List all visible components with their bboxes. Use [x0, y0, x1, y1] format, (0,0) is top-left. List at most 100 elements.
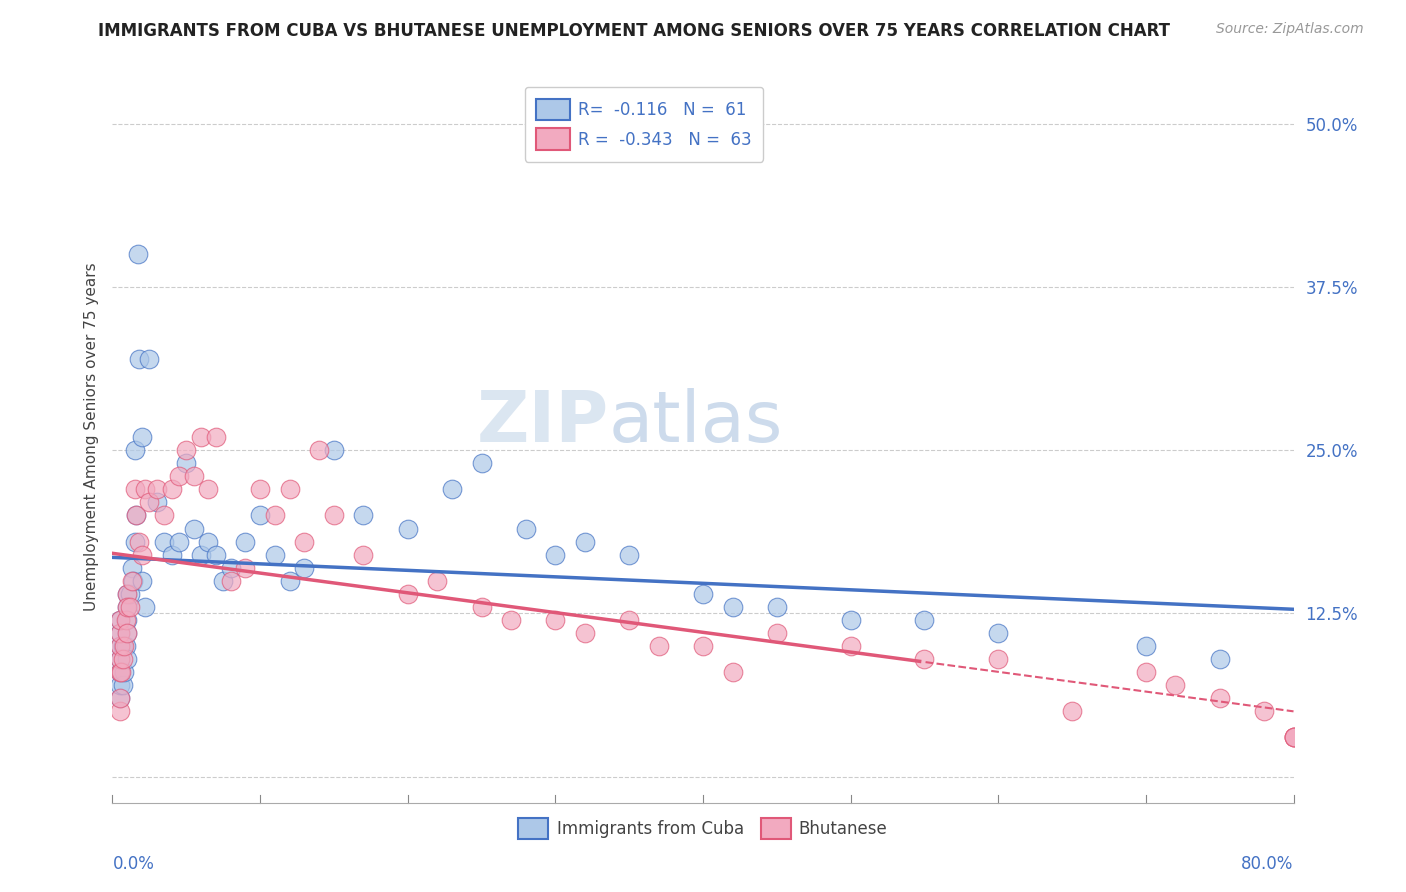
Text: 0.0%: 0.0% — [112, 855, 155, 873]
Point — [108, 665, 131, 680]
Legend: Immigrants from Cuba, Bhutanese: Immigrants from Cuba, Bhutanese — [512, 811, 894, 846]
Point — [190, 430, 212, 444]
Point — [914, 652, 936, 666]
Point — [249, 483, 271, 497]
Point — [134, 599, 156, 614]
Point — [352, 548, 374, 562]
Point — [167, 534, 190, 549]
Text: IMMIGRANTS FROM CUBA VS BHUTANESE UNEMPLOYMENT AMONG SENIORS OVER 75 YEARS CORRE: IMMIGRANTS FROM CUBA VS BHUTANESE UNEMPL… — [98, 22, 1170, 40]
Point — [219, 560, 242, 574]
Point — [125, 508, 148, 523]
Point — [1282, 731, 1305, 745]
Point — [125, 508, 148, 523]
Point — [108, 613, 131, 627]
Point — [108, 639, 131, 653]
Point — [766, 599, 789, 614]
Point — [111, 678, 134, 692]
Point — [574, 626, 596, 640]
Point — [117, 599, 138, 614]
Point — [470, 456, 494, 470]
Point — [692, 639, 714, 653]
Y-axis label: Unemployment Among Seniors over 75 years: Unemployment Among Seniors over 75 years — [83, 263, 98, 611]
Point — [183, 521, 205, 535]
Point — [249, 508, 271, 523]
Point — [205, 548, 228, 562]
Point — [110, 665, 132, 680]
Point — [117, 613, 138, 627]
Point — [127, 247, 149, 261]
Point — [117, 599, 138, 614]
Point — [292, 560, 315, 574]
Point — [108, 665, 131, 680]
Point — [197, 483, 219, 497]
Point — [183, 469, 205, 483]
Point — [721, 665, 744, 680]
Point — [111, 652, 134, 666]
Point — [160, 548, 183, 562]
Point — [160, 483, 183, 497]
Point — [108, 613, 131, 627]
Point — [839, 613, 862, 627]
Point — [131, 574, 153, 588]
Point — [205, 430, 228, 444]
Point — [128, 351, 150, 366]
Point — [197, 534, 219, 549]
Point — [121, 574, 143, 588]
Point — [174, 443, 197, 458]
Point — [426, 574, 449, 588]
Point — [987, 652, 1010, 666]
Point — [323, 508, 346, 523]
Point — [1208, 691, 1232, 706]
Point — [219, 574, 242, 588]
Point — [323, 443, 346, 458]
Point — [108, 652, 131, 666]
Point — [167, 469, 190, 483]
Point — [124, 534, 146, 549]
Point — [108, 691, 131, 706]
Point — [117, 587, 138, 601]
Point — [108, 639, 131, 653]
Point — [131, 548, 153, 562]
Point — [212, 574, 235, 588]
Point — [112, 665, 135, 680]
Point — [619, 613, 641, 627]
Point — [292, 534, 315, 549]
Point — [120, 599, 142, 614]
Point — [1282, 731, 1305, 745]
Point — [396, 587, 419, 601]
Point — [111, 639, 134, 653]
Point — [470, 599, 494, 614]
Point — [153, 534, 176, 549]
Point — [121, 560, 143, 574]
Point — [138, 351, 160, 366]
Point — [1135, 665, 1157, 680]
Point — [1282, 731, 1305, 745]
Point — [233, 534, 256, 549]
Point — [108, 652, 131, 666]
Point — [839, 639, 862, 653]
Text: atlas: atlas — [609, 388, 783, 457]
Point — [308, 443, 330, 458]
Point — [128, 534, 150, 549]
Text: Source: ZipAtlas.com: Source: ZipAtlas.com — [1216, 22, 1364, 37]
Point — [647, 639, 671, 653]
Point — [1164, 678, 1187, 692]
Point — [1062, 705, 1084, 719]
Point — [619, 548, 641, 562]
Point — [1135, 639, 1157, 653]
Point — [108, 626, 131, 640]
Point — [264, 548, 287, 562]
Point — [278, 574, 301, 588]
Point — [174, 456, 197, 470]
Point — [1282, 731, 1305, 745]
Point — [1253, 705, 1275, 719]
Point — [146, 495, 169, 509]
Point — [108, 678, 131, 692]
Point — [190, 548, 212, 562]
Point — [114, 613, 136, 627]
Point — [131, 430, 153, 444]
Point — [396, 521, 419, 535]
Point — [441, 483, 464, 497]
Point — [352, 508, 374, 523]
Point — [108, 691, 131, 706]
